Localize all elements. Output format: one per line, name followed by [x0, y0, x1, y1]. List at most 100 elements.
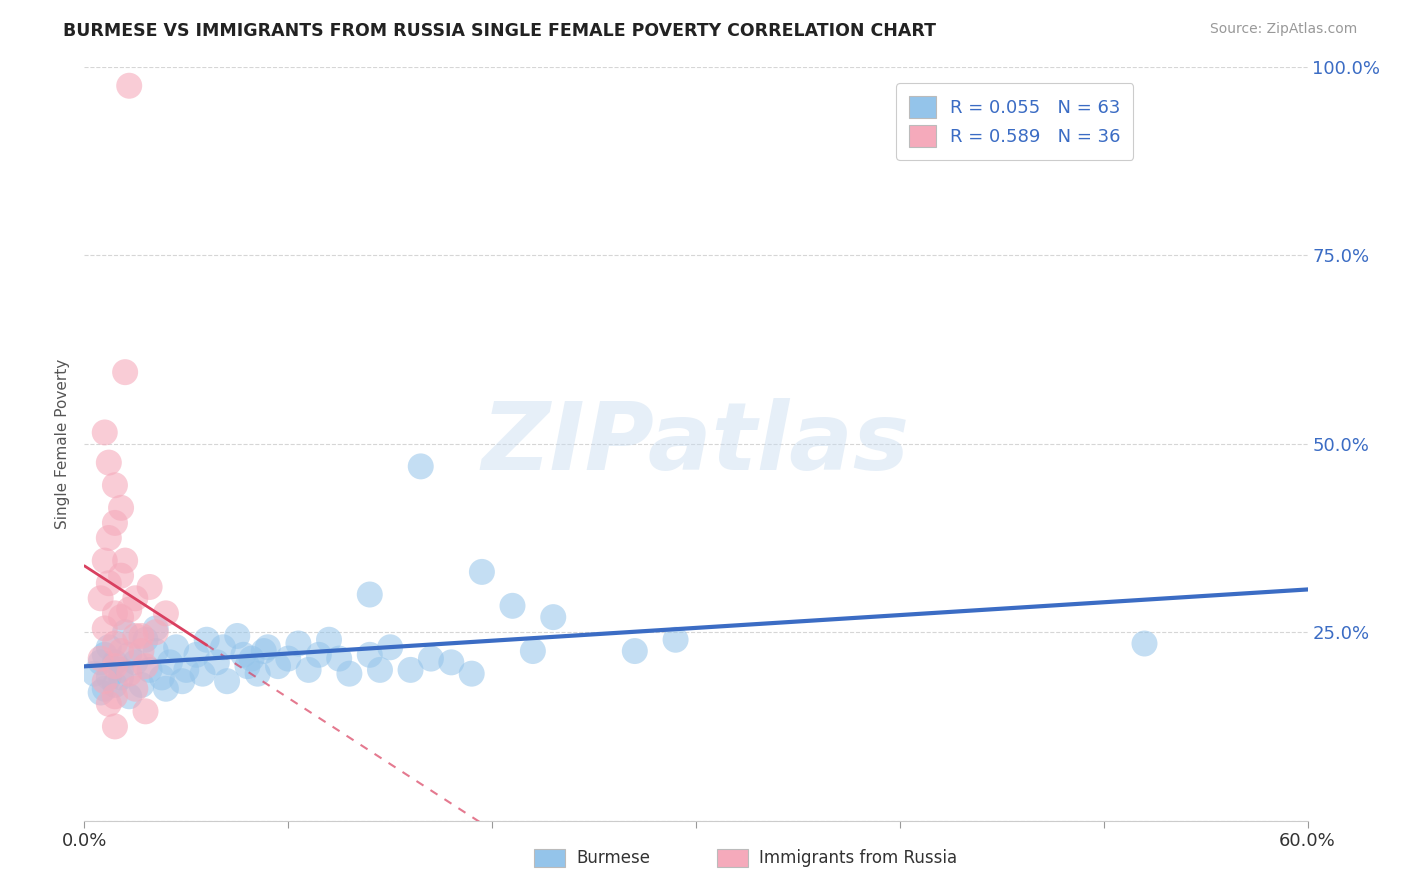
Point — [277, 651, 299, 665]
Point — [97, 640, 120, 655]
Point — [471, 565, 494, 579]
Point — [267, 659, 290, 673]
Point — [186, 648, 208, 662]
Point — [399, 663, 422, 677]
Point — [1133, 636, 1156, 650]
Text: Immigrants from Russia: Immigrants from Russia — [759, 849, 957, 867]
Point — [118, 78, 141, 93]
Point — [104, 690, 127, 704]
Point — [359, 588, 381, 602]
Point — [110, 568, 132, 582]
Point — [104, 719, 127, 733]
Point — [110, 500, 132, 515]
Point — [104, 516, 127, 530]
Point — [118, 648, 141, 662]
Point — [124, 629, 146, 643]
Point — [83, 666, 105, 681]
Point — [543, 610, 565, 624]
Point — [118, 690, 141, 704]
Point — [135, 632, 157, 647]
Point — [131, 678, 153, 692]
Legend: R = 0.055   N = 63, R = 0.589   N = 36: R = 0.055 N = 63, R = 0.589 N = 36 — [896, 84, 1133, 160]
Point — [159, 656, 181, 670]
Point — [502, 599, 524, 613]
Text: Burmese: Burmese — [576, 849, 651, 867]
Point — [318, 632, 340, 647]
Point — [104, 678, 127, 692]
Point — [97, 697, 120, 711]
Point — [253, 644, 276, 658]
Point — [420, 651, 443, 665]
Point — [150, 670, 173, 684]
Point — [97, 456, 120, 470]
Point — [93, 681, 115, 696]
Point — [145, 625, 167, 640]
Point — [368, 663, 391, 677]
Point — [135, 704, 157, 718]
Point — [217, 674, 239, 689]
Point — [110, 670, 132, 684]
Point — [298, 663, 321, 677]
Point — [665, 632, 688, 647]
Point — [104, 659, 127, 673]
Point — [114, 625, 136, 640]
Point — [138, 663, 160, 677]
Point — [240, 651, 263, 665]
Point — [124, 681, 146, 696]
Point — [172, 674, 194, 689]
Point — [174, 663, 197, 677]
Point — [287, 636, 309, 650]
Point — [328, 651, 350, 665]
Point — [380, 640, 402, 655]
Text: Source: ZipAtlas.com: Source: ZipAtlas.com — [1209, 22, 1357, 37]
Point — [131, 644, 153, 658]
Point — [104, 607, 127, 621]
Point — [104, 636, 127, 650]
Point — [93, 674, 115, 689]
Point — [409, 459, 432, 474]
Point — [308, 648, 330, 662]
Point — [118, 602, 141, 616]
Point — [90, 591, 112, 606]
Point — [90, 656, 112, 670]
Point — [110, 610, 132, 624]
Point — [359, 648, 381, 662]
Point — [90, 685, 112, 699]
Point — [339, 666, 361, 681]
Point — [114, 553, 136, 567]
Point — [93, 553, 115, 567]
Point — [155, 681, 177, 696]
Point — [97, 670, 120, 684]
Point — [104, 656, 127, 670]
Point — [232, 648, 254, 662]
Point — [97, 531, 120, 545]
Text: BURMESE VS IMMIGRANTS FROM RUSSIA SINGLE FEMALE POVERTY CORRELATION CHART: BURMESE VS IMMIGRANTS FROM RUSSIA SINGLE… — [63, 22, 936, 40]
Point — [114, 365, 136, 379]
Point — [155, 607, 177, 621]
Point — [131, 629, 153, 643]
Point — [212, 640, 235, 655]
Point — [97, 576, 120, 591]
Point — [522, 644, 544, 658]
Point — [440, 656, 463, 670]
Point — [226, 629, 249, 643]
Point — [93, 648, 115, 662]
Y-axis label: Single Female Poverty: Single Female Poverty — [55, 359, 70, 529]
Point — [104, 478, 127, 492]
Point — [461, 666, 484, 681]
Point — [145, 622, 167, 636]
Point — [246, 666, 269, 681]
Text: ZIPatlas: ZIPatlas — [482, 398, 910, 490]
Point — [110, 663, 132, 677]
Point — [110, 644, 132, 658]
Point — [205, 656, 228, 670]
Point — [236, 659, 259, 673]
Point — [138, 580, 160, 594]
Point — [118, 666, 141, 681]
Point — [257, 640, 280, 655]
Point — [195, 632, 218, 647]
Point — [145, 644, 167, 658]
Point — [165, 640, 187, 655]
Point — [624, 644, 647, 658]
Point — [90, 651, 112, 665]
